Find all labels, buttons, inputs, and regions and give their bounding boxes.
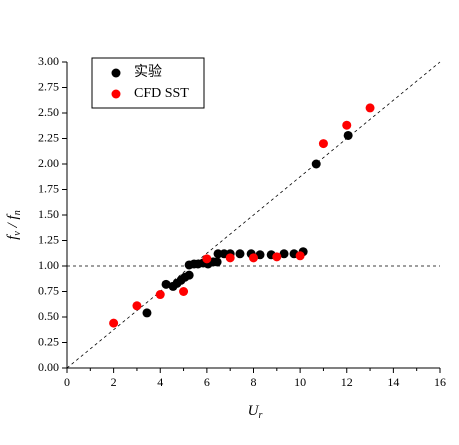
y-tick-label: 1.75 <box>38 181 59 195</box>
x-tick-label: 10 <box>294 375 306 389</box>
x-tick-label: 2 <box>111 375 117 389</box>
y-tick-label: 2.75 <box>38 79 59 93</box>
y-tick-label: 1.25 <box>38 232 59 246</box>
point <box>295 251 305 261</box>
reference-line <box>66 61 441 369</box>
point <box>109 318 119 328</box>
point <box>343 130 353 140</box>
point <box>142 308 152 318</box>
x-axis-title: Ur <box>248 403 263 421</box>
y-tick-label: 2.50 <box>38 105 59 119</box>
x-tick-label: 12 <box>341 375 353 389</box>
x-tick-label: 14 <box>387 375 399 389</box>
y-axis-title-part: f <box>5 234 21 240</box>
point <box>132 301 142 311</box>
point <box>179 287 189 296</box>
point <box>318 139 328 149</box>
y-tick-label: 0.00 <box>38 360 59 374</box>
y-tick-label: 0.50 <box>38 309 59 323</box>
x-tick-label: 4 <box>157 375 163 389</box>
point <box>342 120 352 130</box>
point <box>279 249 289 259</box>
point <box>272 252 282 262</box>
point <box>311 159 321 169</box>
legend-label: CFD SST <box>134 86 189 101</box>
y-tick-label: 2.25 <box>38 130 59 144</box>
point <box>249 253 258 263</box>
y-tick-label: 0.75 <box>38 283 59 297</box>
point <box>202 254 212 264</box>
legend-marker <box>111 89 121 99</box>
x-tick-label: 0 <box>64 375 70 389</box>
y-axis-title-part: / f <box>5 213 21 231</box>
legend-marker <box>111 68 121 78</box>
y-axis-title-part: n <box>12 210 23 215</box>
y-tick-label: 0.25 <box>38 334 59 348</box>
y-axis-title-part: v <box>12 231 23 236</box>
point <box>365 103 375 113</box>
x-tick-label: 8 <box>251 375 257 389</box>
point <box>155 290 165 300</box>
legend-box <box>91 57 205 109</box>
legend-label: 实验 <box>134 64 162 80</box>
y-tick-label: 3.00 <box>38 54 59 68</box>
x-tick-label: 16 <box>434 375 446 389</box>
y-tick-label: 2.00 <box>38 156 59 170</box>
point <box>235 249 245 259</box>
y-tick-label: 1.50 <box>38 207 59 221</box>
x-tick-label: 6 <box>204 375 210 389</box>
x-axis-title-part: r <box>258 410 262 421</box>
y-tick-label: 1.00 <box>38 258 59 272</box>
x-axis-title-part: U <box>248 403 260 419</box>
point <box>225 253 235 263</box>
point <box>161 279 171 289</box>
y-axis-title: fv / fn <box>5 210 23 239</box>
point <box>212 257 222 267</box>
point <box>184 270 194 280</box>
